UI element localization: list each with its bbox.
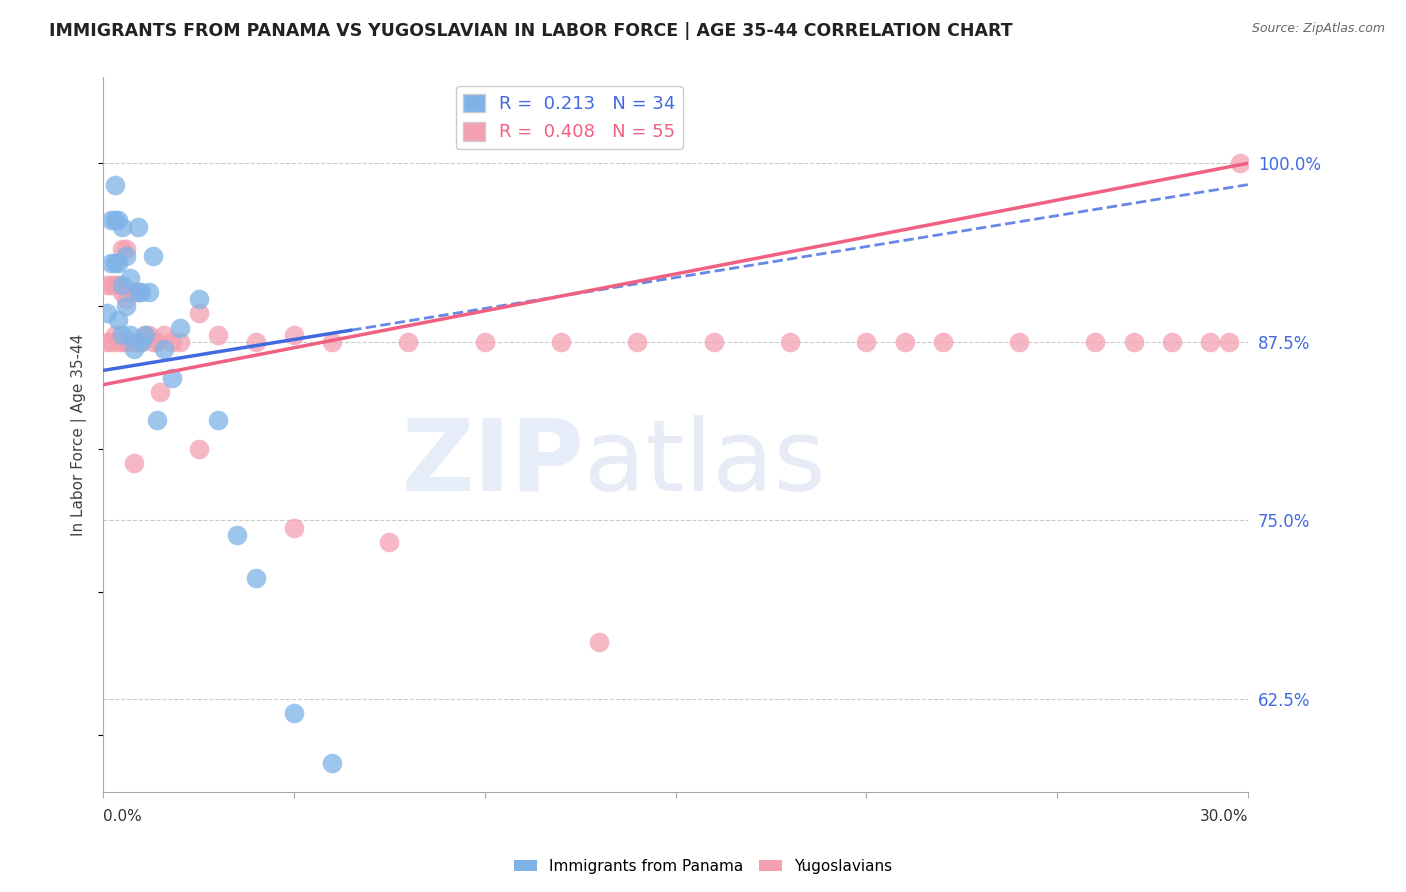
Point <box>107 213 129 227</box>
Point <box>115 334 138 349</box>
Point <box>104 213 127 227</box>
Point <box>321 334 343 349</box>
Point <box>145 413 167 427</box>
Point <box>107 313 129 327</box>
Point <box>187 442 209 456</box>
Point <box>111 242 134 256</box>
Point <box>96 277 118 292</box>
Text: Source: ZipAtlas.com: Source: ZipAtlas.com <box>1251 22 1385 36</box>
Point <box>111 285 134 299</box>
Point <box>131 334 153 349</box>
Point <box>138 285 160 299</box>
Point <box>1084 334 1107 349</box>
Point <box>122 342 145 356</box>
Point <box>100 213 122 227</box>
Point <box>127 220 149 235</box>
Point <box>107 256 129 270</box>
Point <box>169 334 191 349</box>
Point <box>149 384 172 399</box>
Text: IMMIGRANTS FROM PANAMA VS YUGOSLAVIAN IN LABOR FORCE | AGE 35-44 CORRELATION CHA: IMMIGRANTS FROM PANAMA VS YUGOSLAVIAN IN… <box>49 22 1012 40</box>
Point <box>1218 334 1240 349</box>
Point <box>283 520 305 534</box>
Point <box>127 285 149 299</box>
Point <box>153 342 176 356</box>
Point <box>207 413 229 427</box>
Point <box>474 334 496 349</box>
Point <box>588 635 610 649</box>
Point <box>779 334 801 349</box>
Text: 0.0%: 0.0% <box>103 809 142 824</box>
Point <box>115 242 138 256</box>
Point <box>131 285 153 299</box>
Point <box>96 334 118 349</box>
Point <box>104 277 127 292</box>
Point <box>187 306 209 320</box>
Point <box>1122 334 1144 349</box>
Point <box>122 456 145 470</box>
Point <box>118 270 141 285</box>
Point <box>378 535 401 549</box>
Point <box>245 334 267 349</box>
Point <box>1160 334 1182 349</box>
Point <box>1198 334 1220 349</box>
Text: 30.0%: 30.0% <box>1199 809 1249 824</box>
Point <box>131 334 153 349</box>
Point <box>225 528 247 542</box>
Point <box>142 334 165 349</box>
Point <box>138 327 160 342</box>
Point <box>115 299 138 313</box>
Legend: R =  0.213   N = 34, R =  0.408   N = 55: R = 0.213 N = 34, R = 0.408 N = 55 <box>456 87 682 149</box>
Point <box>104 327 127 342</box>
Point <box>550 334 572 349</box>
Point <box>626 334 648 349</box>
Point <box>127 334 149 349</box>
Point <box>111 277 134 292</box>
Point <box>145 334 167 349</box>
Point <box>115 292 138 306</box>
Point <box>107 277 129 292</box>
Point <box>207 327 229 342</box>
Point <box>142 249 165 263</box>
Legend: Immigrants from Panama, Yugoslavians: Immigrants from Panama, Yugoslavians <box>508 853 898 880</box>
Point <box>118 334 141 349</box>
Y-axis label: In Labor Force | Age 35-44: In Labor Force | Age 35-44 <box>72 334 87 536</box>
Point <box>321 756 343 771</box>
Point <box>127 285 149 299</box>
Point <box>187 292 209 306</box>
Point <box>111 327 134 342</box>
Point <box>107 334 129 349</box>
Point <box>931 334 953 349</box>
Point <box>100 334 122 349</box>
Point <box>160 370 183 384</box>
Point <box>118 327 141 342</box>
Point <box>283 327 305 342</box>
Point <box>1229 156 1251 170</box>
Point <box>703 334 725 349</box>
Point <box>104 178 127 192</box>
Point <box>100 277 122 292</box>
Point <box>134 327 156 342</box>
Point <box>134 327 156 342</box>
Point <box>160 334 183 349</box>
Point <box>96 306 118 320</box>
Point <box>115 249 138 263</box>
Point <box>100 256 122 270</box>
Point <box>855 334 877 349</box>
Point <box>1008 334 1031 349</box>
Point <box>169 320 191 334</box>
Point <box>122 334 145 349</box>
Point <box>122 285 145 299</box>
Point <box>283 706 305 721</box>
Point <box>111 334 134 349</box>
Point <box>893 334 915 349</box>
Point <box>111 220 134 235</box>
Point <box>153 327 176 342</box>
Point <box>245 571 267 585</box>
Text: atlas: atlas <box>583 415 825 512</box>
Point <box>398 334 420 349</box>
Point <box>118 285 141 299</box>
Text: ZIP: ZIP <box>401 415 583 512</box>
Point <box>104 256 127 270</box>
